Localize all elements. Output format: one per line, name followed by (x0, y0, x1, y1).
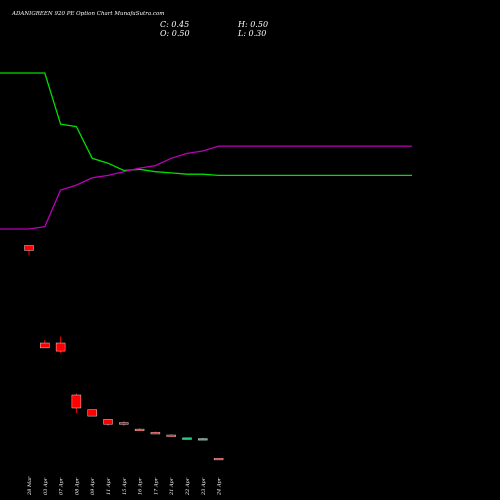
chart-title: ADANIGREEN 920 PE Option Chart MunafaSut… (11, 11, 165, 17)
candle-body (40, 342, 50, 349)
x-tick-label: 23 Apr (201, 477, 207, 496)
candle-body (103, 419, 113, 425)
x-tick-label: 11 Apr (106, 477, 112, 495)
candle-body (150, 432, 161, 435)
x-tick-label: 09 Apr (90, 477, 96, 495)
x-tick-label: 17 Apr (153, 477, 159, 495)
candle-body (166, 434, 176, 437)
x-tick-label: 22 Apr (185, 477, 191, 496)
x-tick-label: 07 Apr (59, 477, 65, 495)
low-label: L: 0.30 (237, 29, 266, 38)
candle-body (24, 245, 34, 251)
x-tick-label: 15 Apr (122, 477, 128, 495)
candle-body (87, 409, 97, 417)
x-tick-label: 03 Apr (43, 477, 49, 495)
indicator-line-2 (0, 145, 412, 230)
candle-body (198, 438, 208, 441)
x-tick-label: 24 Apr (217, 477, 223, 496)
candles (24, 245, 224, 461)
x-tick-label: 28 Mar (27, 476, 33, 496)
indicator-line-1 (0, 72, 412, 177)
close-label: C: 0.45 (160, 20, 189, 29)
open-label: O: 0.50 (160, 29, 190, 38)
x-axis-labels: 28 Mar 03 Apr 07 Apr 08 Apr 09 Apr 11 Apr 15 A… (27, 476, 223, 496)
candle-body (213, 458, 224, 461)
indicator-lines (0, 72, 412, 230)
x-tick-label: 21 Apr (169, 477, 175, 496)
candle-body (134, 428, 145, 431)
candle-body (119, 422, 129, 425)
candle-body (71, 394, 82, 409)
candle-body (182, 437, 192, 440)
x-tick-label: 16 Apr (138, 477, 144, 495)
candle-body (55, 342, 66, 352)
x-tick-label: 08 Apr (74, 477, 80, 495)
high-label: H: 0.50 (237, 20, 268, 29)
